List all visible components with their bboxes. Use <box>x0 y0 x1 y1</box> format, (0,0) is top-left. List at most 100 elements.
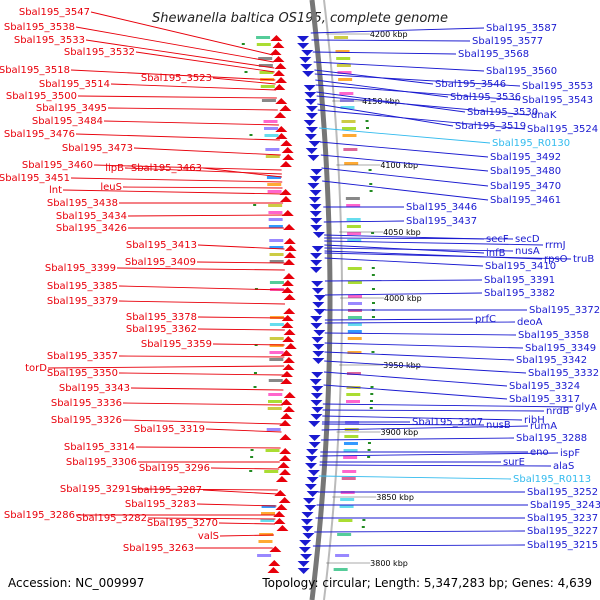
forward-gene-arrow[interactable] <box>297 43 310 49</box>
forward-gene-arrow[interactable] <box>311 281 324 287</box>
forward-gene-arrow[interactable] <box>304 92 317 98</box>
forward-gene-label[interactable]: Sbal195_3342 <box>516 355 587 366</box>
forward-gene-label[interactable]: Sbal195_3332 <box>528 368 599 379</box>
forward-gene-arrow[interactable] <box>310 400 323 406</box>
reverse-gene-label[interactable]: Sbal195_3413 <box>126 240 197 251</box>
reverse-gene-label[interactable]: Sbal195_3438 <box>47 198 118 209</box>
reverse-gene-label[interactable]: Sbal195_3451 <box>0 173 70 184</box>
forward-gene-arrow[interactable] <box>304 484 317 490</box>
reverse-gene-label[interactable]: Sbal195_3336 <box>51 398 122 409</box>
forward-gene-label[interactable]: Sbal195_3317 <box>509 394 580 405</box>
rna-gene-label[interactable]: Sbal195_R0130 <box>492 138 570 149</box>
forward-gene-arrow[interactable] <box>306 449 319 455</box>
reverse-gene-arrow[interactable] <box>279 434 292 440</box>
reverse-gene-arrow[interactable] <box>274 63 287 69</box>
forward-gene-label[interactable]: Sbal195_3215 <box>527 540 598 551</box>
forward-gene-arrow[interactable] <box>311 337 324 343</box>
forward-gene-arrow[interactable] <box>303 498 316 504</box>
reverse-gene-arrow[interactable] <box>280 350 293 356</box>
forward-gene-arrow[interactable] <box>308 442 321 448</box>
forward-gene-arrow[interactable] <box>297 36 310 42</box>
reverse-gene-arrow[interactable] <box>281 287 294 293</box>
reverse-gene-arrow[interactable] <box>283 392 296 398</box>
reverse-gene-label[interactable]: Sbal195_3296 <box>139 463 210 474</box>
reverse-gene-arrow[interactable] <box>280 140 293 146</box>
forward-gene-arrow[interactable] <box>304 99 317 105</box>
reverse-gene-arrow[interactable] <box>281 280 294 286</box>
forward-gene-label[interactable]: glyA <box>575 402 597 413</box>
forward-gene-arrow[interactable] <box>310 260 323 266</box>
reverse-gene-label[interactable]: Sbal195_3514 <box>39 79 110 90</box>
forward-gene-arrow[interactable] <box>304 463 317 469</box>
reverse-gene-arrow[interactable] <box>273 518 286 524</box>
reverse-gene-label[interactable]: Sbal195_3523 <box>141 73 212 84</box>
forward-gene-label[interactable]: nusB <box>486 420 511 431</box>
reverse-gene-label[interactable]: torD <box>25 363 47 374</box>
reverse-gene-arrow[interactable] <box>282 364 295 370</box>
reverse-gene-label[interactable]: Sbal195_3379 <box>47 296 118 307</box>
forward-gene-label[interactable]: Sbal195_3553 <box>522 81 593 92</box>
forward-gene-label[interactable]: truB <box>573 254 594 265</box>
forward-gene-label[interactable]: Sbal195_3437 <box>406 216 477 227</box>
forward-gene-label[interactable]: Sbal195_3358 <box>518 330 589 341</box>
forward-gene-arrow[interactable] <box>312 358 325 364</box>
reverse-gene-arrow[interactable] <box>279 105 292 111</box>
reverse-gene-arrow[interactable] <box>279 420 292 426</box>
forward-gene-arrow[interactable] <box>301 526 314 532</box>
reverse-gene-label[interactable]: Sbal195_3409 <box>125 257 196 268</box>
forward-gene-label[interactable]: Sbal195_3372 <box>529 305 600 316</box>
forward-gene-arrow[interactable] <box>308 141 321 147</box>
forward-gene-label[interactable]: Sbal195_3480 <box>490 166 561 177</box>
forward-gene-label[interactable]: dnaK <box>531 110 557 121</box>
forward-gene-arrow[interactable] <box>297 568 310 574</box>
reverse-gene-arrow[interactable] <box>275 133 288 139</box>
reverse-gene-label[interactable]: lipB <box>105 163 124 174</box>
reverse-gene-arrow[interactable] <box>283 252 296 258</box>
forward-gene-label[interactable]: Sbal195_3560 <box>486 66 557 77</box>
forward-gene-label[interactable]: nusA <box>515 246 540 257</box>
forward-gene-label[interactable]: Sbal195_3288 <box>516 433 587 444</box>
forward-gene-arrow[interactable] <box>313 330 326 336</box>
reverse-gene-arrow[interactable] <box>269 49 282 55</box>
reverse-gene-arrow[interactable] <box>272 70 285 76</box>
reverse-gene-arrow[interactable] <box>268 560 281 566</box>
reverse-gene-label[interactable]: Sbal195_3326 <box>51 415 122 426</box>
forward-gene-arrow[interactable] <box>302 533 315 539</box>
forward-gene-arrow[interactable] <box>310 393 323 399</box>
reverse-gene-arrow[interactable] <box>281 147 294 153</box>
forward-gene-label[interactable]: ribH <box>524 415 545 426</box>
reverse-gene-arrow[interactable] <box>275 98 288 104</box>
reverse-gene-label[interactable]: Sbal195_3484 <box>32 116 103 127</box>
forward-gene-arrow[interactable] <box>311 288 324 294</box>
forward-gene-arrow[interactable] <box>304 134 317 140</box>
forward-gene-label[interactable]: Sbal195_3227 <box>527 526 598 537</box>
forward-gene-label[interactable]: Sbal195_3577 <box>472 36 543 47</box>
forward-gene-label[interactable]: prfC <box>475 314 496 325</box>
forward-gene-label[interactable]: Sbal195_3492 <box>490 152 561 163</box>
forward-gene-arrow[interactable] <box>309 379 322 385</box>
forward-gene-arrow[interactable] <box>306 491 319 497</box>
reverse-gene-label[interactable]: Sbal195_3538 <box>4 22 75 33</box>
forward-gene-arrow[interactable] <box>311 246 324 252</box>
reverse-gene-arrow[interactable] <box>284 245 297 251</box>
reverse-gene-label[interactable]: Sbal195_3343 <box>59 383 130 394</box>
forward-gene-arrow[interactable] <box>311 386 324 392</box>
forward-gene-label[interactable]: Sbal195_3568 <box>458 49 529 60</box>
reverse-gene-label[interactable]: Sbal195_3263 <box>123 543 194 554</box>
reverse-gene-arrow[interactable] <box>278 497 291 503</box>
reverse-gene-arrow[interactable] <box>275 504 288 510</box>
reverse-gene-arrow[interactable] <box>280 413 293 419</box>
forward-gene-label[interactable]: Sbal195_3524 <box>527 124 598 135</box>
reverse-gene-label[interactable]: Sbal195_3378 <box>126 312 197 323</box>
reverse-gene-label[interactable]: Sbal195_3399 <box>45 263 116 274</box>
forward-gene-arrow[interactable] <box>310 316 323 322</box>
reverse-gene-arrow[interactable] <box>282 406 295 412</box>
rna-gene-label[interactable]: Sbal195_R0113 <box>513 474 591 485</box>
forward-gene-arrow[interactable] <box>310 414 323 420</box>
forward-gene-label[interactable]: Sbal195_3391 <box>484 275 555 286</box>
reverse-gene-arrow[interactable] <box>267 567 280 573</box>
reverse-gene-label[interactable]: Sbal195_3463 <box>131 163 202 174</box>
forward-gene-arrow[interactable] <box>306 477 319 483</box>
forward-gene-arrow[interactable] <box>310 323 323 329</box>
forward-gene-arrow[interactable] <box>304 505 317 511</box>
